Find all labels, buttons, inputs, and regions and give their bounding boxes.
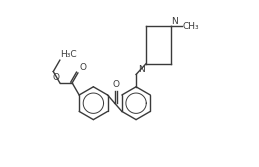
Text: O: O [52, 73, 59, 82]
Text: N: N [171, 17, 178, 26]
Text: O: O [112, 80, 119, 89]
Text: O: O [80, 63, 87, 72]
Text: N: N [138, 65, 145, 74]
Text: CH₃: CH₃ [183, 22, 199, 31]
Text: H₃C: H₃C [61, 50, 77, 59]
